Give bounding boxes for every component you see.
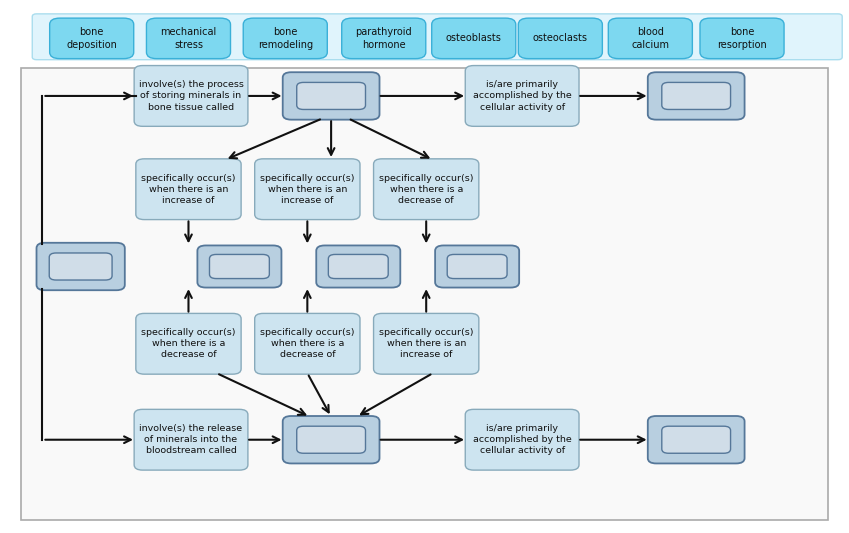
FancyBboxPatch shape (432, 18, 516, 59)
FancyBboxPatch shape (465, 66, 579, 126)
Text: mechanical
stress: mechanical stress (160, 27, 216, 50)
FancyBboxPatch shape (134, 66, 248, 126)
FancyBboxPatch shape (37, 243, 125, 290)
FancyBboxPatch shape (197, 245, 282, 288)
FancyBboxPatch shape (243, 18, 328, 59)
FancyBboxPatch shape (661, 83, 730, 109)
FancyBboxPatch shape (608, 18, 693, 59)
FancyBboxPatch shape (297, 426, 365, 453)
FancyBboxPatch shape (700, 18, 784, 59)
Text: involve(s) the process
of storing minerals in
bone tissue called: involve(s) the process of storing minera… (138, 80, 244, 111)
FancyBboxPatch shape (134, 409, 248, 470)
FancyBboxPatch shape (341, 18, 426, 59)
FancyBboxPatch shape (436, 245, 519, 288)
FancyBboxPatch shape (283, 416, 380, 464)
FancyBboxPatch shape (465, 409, 579, 470)
Text: involve(s) the release
of minerals into the
bloodstream called: involve(s) the release of minerals into … (139, 424, 243, 455)
FancyBboxPatch shape (648, 72, 745, 120)
Text: specifically occur(s)
when there is an
increase of: specifically occur(s) when there is an i… (141, 174, 236, 205)
FancyBboxPatch shape (210, 254, 269, 279)
Text: is/are primarily
accomplished by the
cellular activity of: is/are primarily accomplished by the cel… (473, 424, 571, 455)
Text: bone
remodeling: bone remodeling (258, 27, 312, 50)
FancyBboxPatch shape (136, 159, 241, 220)
FancyBboxPatch shape (49, 253, 112, 280)
FancyBboxPatch shape (374, 313, 479, 374)
Text: bone
resorption: bone resorption (717, 27, 767, 50)
FancyBboxPatch shape (136, 313, 241, 374)
FancyBboxPatch shape (32, 14, 842, 60)
Text: specifically occur(s)
when there is a
decrease of: specifically occur(s) when there is a de… (260, 328, 355, 359)
FancyBboxPatch shape (255, 313, 360, 374)
FancyBboxPatch shape (49, 18, 134, 59)
FancyBboxPatch shape (447, 254, 507, 279)
FancyBboxPatch shape (255, 159, 360, 220)
Text: parathyroid
hormone: parathyroid hormone (356, 27, 412, 50)
Text: bone
deposition: bone deposition (66, 27, 117, 50)
FancyBboxPatch shape (146, 18, 230, 59)
Text: specifically occur(s)
when there is a
decrease of: specifically occur(s) when there is a de… (379, 174, 474, 205)
FancyBboxPatch shape (283, 72, 380, 120)
Text: osteoclasts: osteoclasts (533, 34, 588, 43)
FancyBboxPatch shape (21, 68, 828, 520)
FancyBboxPatch shape (374, 159, 479, 220)
Text: specifically occur(s)
when there is an
increase of: specifically occur(s) when there is an i… (260, 174, 355, 205)
FancyBboxPatch shape (661, 426, 730, 453)
Text: specifically occur(s)
when there is a
decrease of: specifically occur(s) when there is a de… (141, 328, 236, 359)
Text: specifically occur(s)
when there is an
increase of: specifically occur(s) when there is an i… (379, 328, 474, 359)
FancyBboxPatch shape (329, 254, 388, 279)
Text: osteoblasts: osteoblasts (446, 34, 502, 43)
Text: blood
calcium: blood calcium (632, 27, 669, 50)
FancyBboxPatch shape (316, 245, 401, 288)
FancyBboxPatch shape (648, 416, 745, 464)
FancyBboxPatch shape (518, 18, 602, 59)
FancyBboxPatch shape (297, 83, 365, 109)
Text: is/are primarily
accomplished by the
cellular activity of: is/are primarily accomplished by the cel… (473, 80, 571, 111)
